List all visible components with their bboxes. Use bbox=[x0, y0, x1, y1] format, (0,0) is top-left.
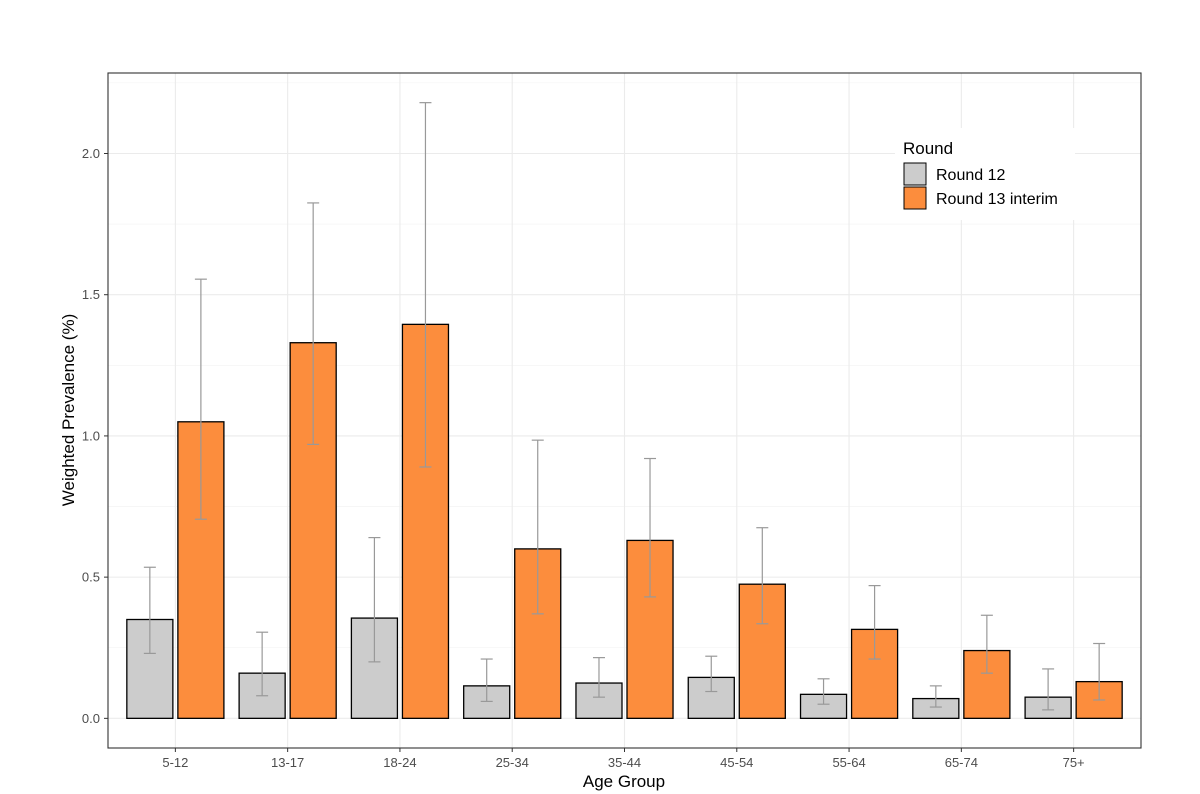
error-bar bbox=[1042, 668, 1055, 711]
x-axis-title: Age Group bbox=[583, 772, 665, 791]
x-tick-label: 25-34 bbox=[496, 755, 529, 770]
error-bar bbox=[705, 655, 718, 693]
error-bar bbox=[756, 527, 769, 625]
y-tick-label: 0.0 bbox=[82, 711, 100, 726]
x-tick-label: 55-64 bbox=[832, 755, 865, 770]
error-bar bbox=[307, 202, 320, 445]
legend: Round Round 12 Round 13 interim bbox=[895, 128, 1075, 220]
legend-label-round-13-interim: Round 13 interim bbox=[936, 191, 1058, 208]
x-tick-label: 45-54 bbox=[720, 755, 753, 770]
error-bar bbox=[256, 631, 269, 697]
x-tick-label: 13-17 bbox=[271, 755, 304, 770]
legend-label-round-12: Round 12 bbox=[936, 167, 1005, 184]
bar-round-12-35-44 bbox=[575, 682, 623, 719]
error-bar bbox=[419, 102, 432, 468]
y-tick-label: 1.0 bbox=[82, 428, 100, 443]
grid-lines bbox=[108, 73, 1141, 748]
error-bar bbox=[929, 685, 942, 708]
error-bar bbox=[368, 536, 381, 663]
legend-key-round-12 bbox=[903, 162, 927, 186]
x-axis-ticks: 5-12 13-17 18-24 25-34 35-44 45-54 55-64 65-74 7… bbox=[162, 748, 1085, 770]
error-bar bbox=[531, 439, 544, 615]
y-tick-label: 0.5 bbox=[82, 570, 100, 585]
x-tick-label: 18-24 bbox=[383, 755, 416, 770]
error-bar bbox=[1093, 642, 1106, 701]
error-bar bbox=[194, 278, 207, 520]
x-tick-label: 35-44 bbox=[608, 755, 641, 770]
error-bar bbox=[592, 657, 605, 698]
y-tick-label: 2.0 bbox=[82, 146, 100, 161]
x-tick-label: 65-74 bbox=[945, 755, 978, 770]
error-bar bbox=[143, 566, 156, 654]
x-tick-label: 5-12 bbox=[162, 755, 188, 770]
error-bars bbox=[143, 102, 1106, 711]
error-bar bbox=[868, 585, 881, 660]
y-tick-label: 1.5 bbox=[82, 287, 100, 302]
legend-title: Round bbox=[903, 139, 953, 158]
error-bar bbox=[817, 678, 830, 705]
y-axis-title: Weighted Prevalence (%) bbox=[59, 314, 78, 506]
y-axis-ticks: 0.0 0.5 1.0 1.5 2.0 bbox=[82, 146, 108, 726]
error-bar bbox=[980, 614, 993, 674]
legend-key-round-13-interim bbox=[903, 186, 927, 210]
x-tick-label: 75+ bbox=[1063, 755, 1085, 770]
error-bar bbox=[644, 457, 657, 598]
error-bar bbox=[480, 658, 493, 702]
